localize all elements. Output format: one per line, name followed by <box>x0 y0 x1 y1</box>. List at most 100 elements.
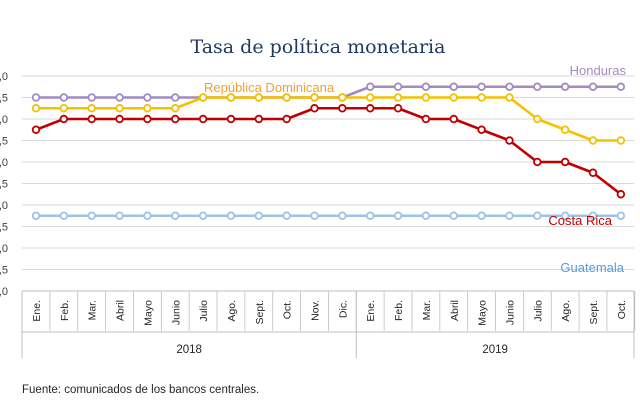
gridlines <box>22 75 634 292</box>
data-point-guatemala <box>59 211 69 220</box>
data-point-republica-dominicana <box>560 125 570 134</box>
data-point-honduras <box>477 82 486 91</box>
x-tick-label: Feb. <box>59 300 71 321</box>
data-point-honduras <box>505 82 514 91</box>
year-label: 2019 <box>482 344 508 356</box>
y-axis-ticks: 1,0 1,5 2,0 2,5 3,0 3,5 4,0 4,5 5,0 5,5 6,0 <box>0 71 8 298</box>
chart-title: Tasa de política monetaria <box>191 36 446 58</box>
x-tick-label: Dic. <box>337 300 349 318</box>
data-point-republica-dominicana <box>310 93 319 102</box>
data-point-costa-rica <box>449 114 458 124</box>
data-point-honduras <box>560 82 570 91</box>
data-point-honduras <box>449 82 458 91</box>
y-tick-label: 6,0 <box>0 71 8 83</box>
data-point-guatemala <box>282 211 291 220</box>
y-tick-label: 4,5 <box>0 136 8 148</box>
data-point-republica-dominicana <box>338 93 347 102</box>
x-tick-label: Mayo <box>142 300 154 326</box>
x-tick-label: Ene. <box>31 300 43 322</box>
data-point-guatemala <box>115 211 124 220</box>
data-point-guatemala <box>393 211 403 220</box>
data-point-republica-dominicana <box>87 104 96 113</box>
data-point-costa-rica <box>338 104 347 113</box>
data-point-republica-dominicana <box>59 104 69 113</box>
data-point-guatemala <box>226 211 236 220</box>
data-point-costa-rica <box>226 114 236 124</box>
x-tick-label: Julio <box>198 300 210 322</box>
data-point-costa-rica <box>477 125 486 134</box>
x-tick-label: Oct. <box>616 300 628 319</box>
data-point-republica-dominicana <box>31 104 41 113</box>
x-tick-label: Oct. <box>282 300 294 319</box>
x-tick-label: Mayo <box>477 300 489 326</box>
data-point-costa-rica <box>616 190 626 199</box>
data-point-honduras <box>533 82 542 91</box>
data-point-republica-dominicana <box>198 93 208 102</box>
data-point-costa-rica <box>59 114 69 124</box>
x-tick-label: Junio <box>505 300 517 325</box>
data-point-honduras <box>588 82 598 91</box>
x-tick-label: Ago. <box>560 300 572 322</box>
y-tick-label: 5,0 <box>0 114 8 126</box>
data-point-republica-dominicana <box>505 93 514 102</box>
data-point-republica-dominicana <box>143 104 152 113</box>
data-point-guatemala <box>421 211 431 220</box>
data-point-republica-dominicana <box>282 93 291 102</box>
x-tick-label: Feb. <box>393 300 405 321</box>
data-point-honduras <box>59 93 69 102</box>
x-tick-label: Ago. <box>226 300 238 322</box>
data-point-honduras <box>393 82 403 91</box>
data-point-republica-dominicana <box>393 93 403 102</box>
series-label: República Dominicana <box>204 80 335 95</box>
data-point-republica-dominicana <box>366 93 375 102</box>
data-point-costa-rica <box>560 157 570 167</box>
source-note: Fuente: comunicados de los bancos centra… <box>22 384 260 396</box>
data-point-costa-rica <box>171 114 180 124</box>
data-point-republica-dominicana <box>115 104 124 113</box>
x-tick-label: Mar. <box>87 300 99 320</box>
series-lines <box>35 85 622 218</box>
x-tick-label: Mar. <box>421 300 433 320</box>
data-point-republica-dominicana <box>226 93 236 102</box>
data-point-guatemala <box>616 211 626 220</box>
series-line-republica-dominicana <box>36 96 621 142</box>
data-point-costa-rica <box>533 157 542 167</box>
data-point-costa-rica <box>393 104 403 113</box>
year-label: 2018 <box>176 344 202 356</box>
data-point-guatemala <box>366 211 375 220</box>
y-tick-label: 2,0 <box>0 243 8 255</box>
y-tick-label: 3,5 <box>0 179 8 191</box>
data-point-costa-rica <box>310 104 319 113</box>
x-tick-label: Nov. <box>310 300 322 321</box>
x-tick-label: Junio <box>170 300 182 325</box>
series-label: Costa Rica <box>548 213 612 228</box>
y-tick-label: 1,5 <box>0 265 8 277</box>
data-point-guatemala <box>31 211 41 220</box>
y-tick-label: 1,0 <box>0 286 8 298</box>
data-point-republica-dominicana <box>254 93 263 102</box>
data-point-costa-rica <box>588 168 598 177</box>
data-point-costa-rica <box>198 114 208 124</box>
data-point-honduras <box>87 93 96 102</box>
data-point-honduras <box>171 93 180 102</box>
series-label: Guatemala <box>560 260 624 275</box>
data-point-costa-rica <box>87 114 96 124</box>
data-point-guatemala <box>87 211 96 220</box>
data-point-honduras <box>421 82 431 91</box>
x-tick-label: Abril <box>115 300 127 321</box>
series-labels: Honduras República Dominicana Costa Rica Gu… <box>204 63 626 275</box>
y-tick-label: 5,5 <box>0 93 8 105</box>
data-point-honduras <box>616 82 626 91</box>
x-axis: Ene. Feb. Mar. Abril Mayo Junio Julio Ago. Sept.… <box>21 290 636 358</box>
data-point-guatemala <box>477 211 486 220</box>
data-point-guatemala <box>560 211 570 220</box>
data-point-costa-rica <box>505 136 514 145</box>
data-point-republica-dominicana <box>588 136 598 145</box>
data-point-republica-dominicana <box>171 104 180 113</box>
series-line-costa-rica <box>35 106 622 196</box>
data-point-guatemala <box>533 211 542 220</box>
data-point-republica-dominicana <box>449 93 458 102</box>
data-point-guatemala <box>449 211 458 220</box>
data-point-republica-dominicana <box>421 93 431 102</box>
x-tick-label: Abril <box>449 300 461 321</box>
